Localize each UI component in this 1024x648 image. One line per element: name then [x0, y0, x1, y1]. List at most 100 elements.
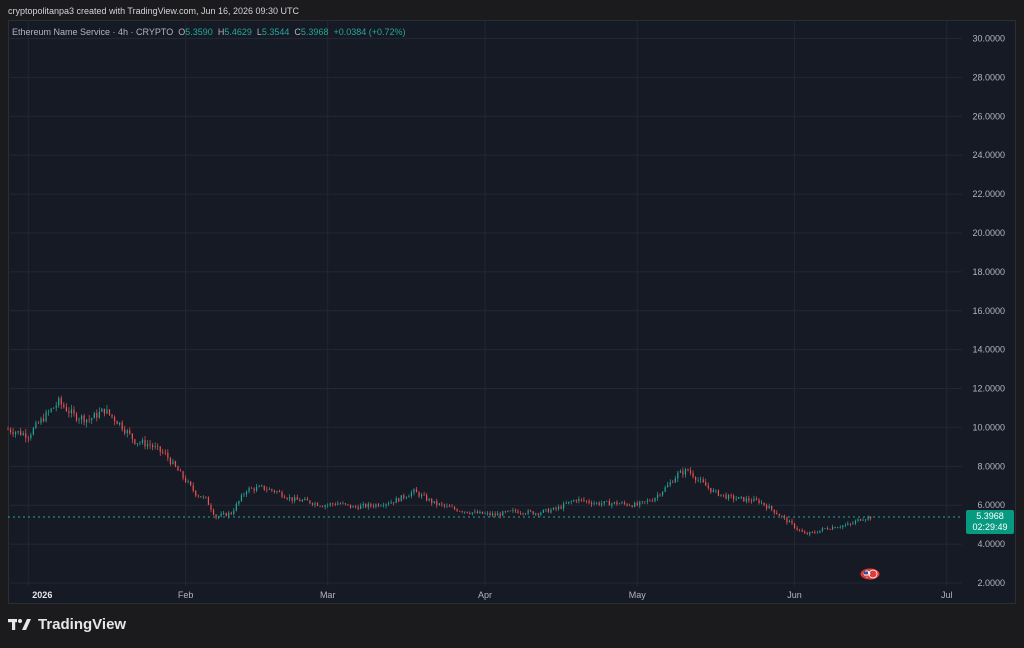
- candle-body: [837, 527, 839, 529]
- candle-body: [788, 520, 791, 523]
- candle-body: [256, 487, 258, 491]
- candle-body: [469, 512, 471, 514]
- y-tick-label: 24.0000: [972, 150, 1005, 160]
- candle-body: [58, 398, 60, 406]
- candle-body: [568, 501, 570, 504]
- candle-body: [395, 498, 397, 504]
- candle-body: [859, 519, 862, 521]
- candle-body: [857, 519, 859, 521]
- y-tick-label: 2.0000: [977, 578, 1005, 588]
- candle-body: [296, 497, 298, 500]
- candle-body: [588, 501, 590, 503]
- time-axis-ticks: 2026 Feb Mar Apr May Jun Jul: [32, 590, 952, 600]
- candle-body: [390, 502, 392, 504]
- candle-body: [489, 512, 491, 516]
- candle-body: [781, 515, 783, 517]
- candle-body: [37, 422, 40, 424]
- candle-body: [687, 469, 689, 471]
- candle-body: [408, 496, 410, 498]
- candle-body: [347, 504, 349, 505]
- y-tick-label: 26.0000: [972, 111, 1005, 121]
- legend-change-value: +0.0384 (+0.72%): [333, 27, 406, 37]
- candle-body: [233, 510, 235, 514]
- last-price-value: 5.3968: [976, 511, 1004, 521]
- candle-body: [185, 477, 187, 483]
- candle-body: [119, 422, 121, 425]
- candle-body: [502, 511, 504, 516]
- candle-body: [159, 446, 161, 452]
- candle-body: [387, 503, 390, 505]
- y-tick-label: 8.0000: [977, 461, 1005, 471]
- candle-body: [276, 491, 278, 492]
- candle-body: [809, 531, 811, 535]
- candle-body: [636, 502, 638, 506]
- candle-body: [773, 509, 775, 513]
- candle-body: [9, 429, 12, 433]
- candle-body: [68, 411, 70, 414]
- candle-body: [413, 489, 415, 493]
- candle-body: [278, 491, 281, 493]
- candle-body: [182, 471, 184, 478]
- chart-area[interactable]: [8, 20, 1016, 604]
- candle-body: [626, 503, 628, 506]
- candle-body: [243, 494, 245, 496]
- candle-body: [352, 506, 354, 508]
- candle-body: [791, 520, 793, 524]
- candle-body: [750, 500, 753, 502]
- candle-body: [753, 498, 755, 502]
- candle-body: [311, 503, 314, 505]
- candle-body: [464, 511, 466, 513]
- candle-body: [669, 482, 671, 485]
- candle-body: [446, 505, 448, 507]
- candle-body: [689, 470, 692, 474]
- candle-body: [45, 411, 47, 422]
- candle-body: [93, 413, 95, 419]
- candle-body: [824, 528, 826, 529]
- candle-body: [377, 504, 380, 507]
- us-flag-event-icon[interactable]: [860, 568, 880, 580]
- candle-body: [451, 506, 453, 508]
- x-tick-label: Mar: [320, 590, 336, 600]
- candle-body: [355, 506, 357, 507]
- candle-body: [131, 433, 133, 440]
- candle-body: [517, 511, 519, 514]
- candle-body: [177, 466, 179, 471]
- candle-body: [443, 504, 446, 506]
- candle-body: [494, 513, 496, 516]
- candle-body: [486, 512, 489, 514]
- candle-body: [585, 500, 588, 502]
- candle-body: [677, 472, 679, 479]
- candle-body: [634, 502, 636, 507]
- legend-low-label: L: [256, 27, 262, 37]
- candle-body: [720, 494, 722, 496]
- tradingview-logo-icon: [8, 618, 31, 630]
- candle-body: [73, 409, 75, 414]
- candle-body: [202, 496, 204, 498]
- legend-open-label: O: [178, 27, 186, 37]
- candle-body: [821, 528, 824, 531]
- candle-body: [210, 505, 212, 510]
- candle-body: [324, 505, 326, 508]
- x-tick-label: Feb: [178, 590, 194, 600]
- candle-body: [253, 488, 255, 491]
- candle-body: [273, 490, 276, 492]
- candle-body: [113, 416, 116, 422]
- candle-body: [507, 510, 509, 512]
- candle-body: [380, 505, 382, 507]
- legend-close-label: C: [294, 27, 301, 37]
- y-tick-label: 6.0000: [977, 500, 1005, 510]
- candle-body: [245, 491, 248, 495]
- candle-body: [847, 523, 849, 525]
- candle-body: [804, 531, 806, 534]
- candle-body: [375, 504, 377, 507]
- candle-body: [162, 451, 164, 453]
- candle-body: [832, 527, 834, 530]
- candle-body: [453, 507, 456, 510]
- candle-body: [304, 498, 306, 501]
- candle-body: [433, 501, 435, 504]
- legend-low-value: 5.3544: [261, 27, 290, 37]
- candle-body: [238, 500, 240, 504]
- candle-body: [124, 429, 126, 434]
- candle-body: [725, 494, 727, 499]
